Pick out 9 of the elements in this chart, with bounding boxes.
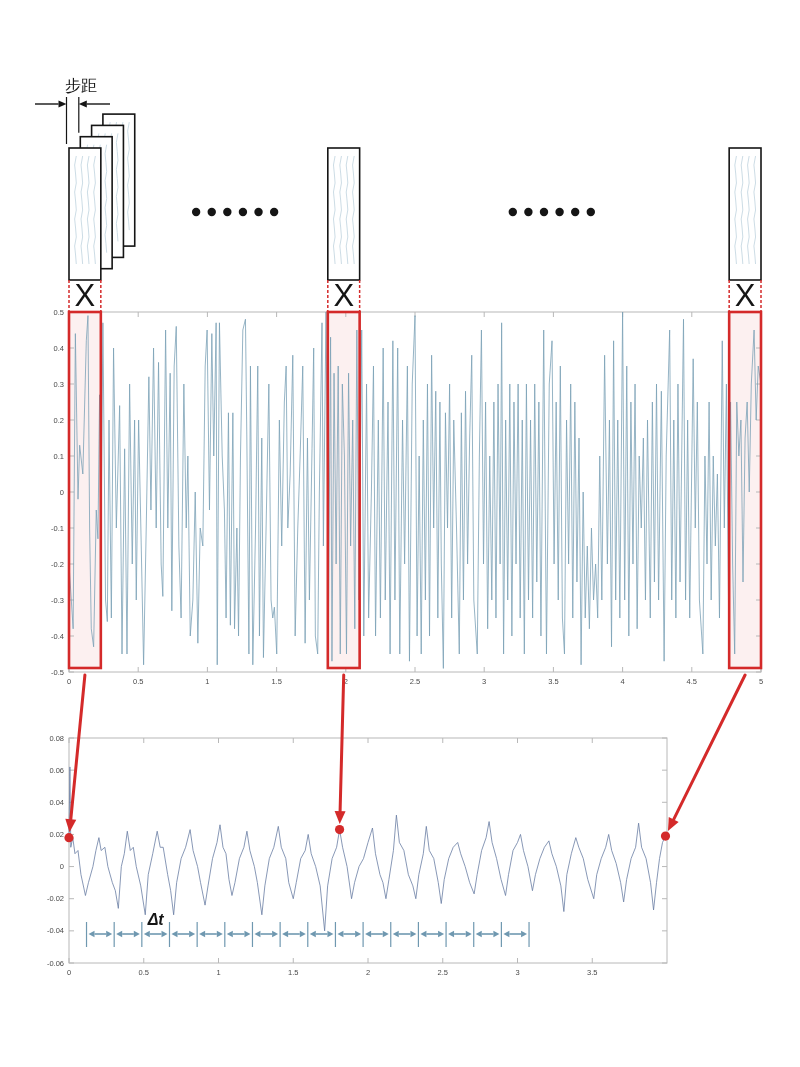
point bbox=[335, 825, 345, 835]
point bbox=[660, 831, 671, 841]
text: 步距 bbox=[64, 76, 97, 95]
annotation: Δt bbox=[146, 911, 165, 928]
band-label: X bbox=[74, 278, 96, 313]
band-label: X bbox=[333, 278, 355, 313]
point bbox=[64, 833, 74, 843]
line-series bbox=[68, 311, 762, 669]
band-label: X bbox=[734, 278, 756, 313]
